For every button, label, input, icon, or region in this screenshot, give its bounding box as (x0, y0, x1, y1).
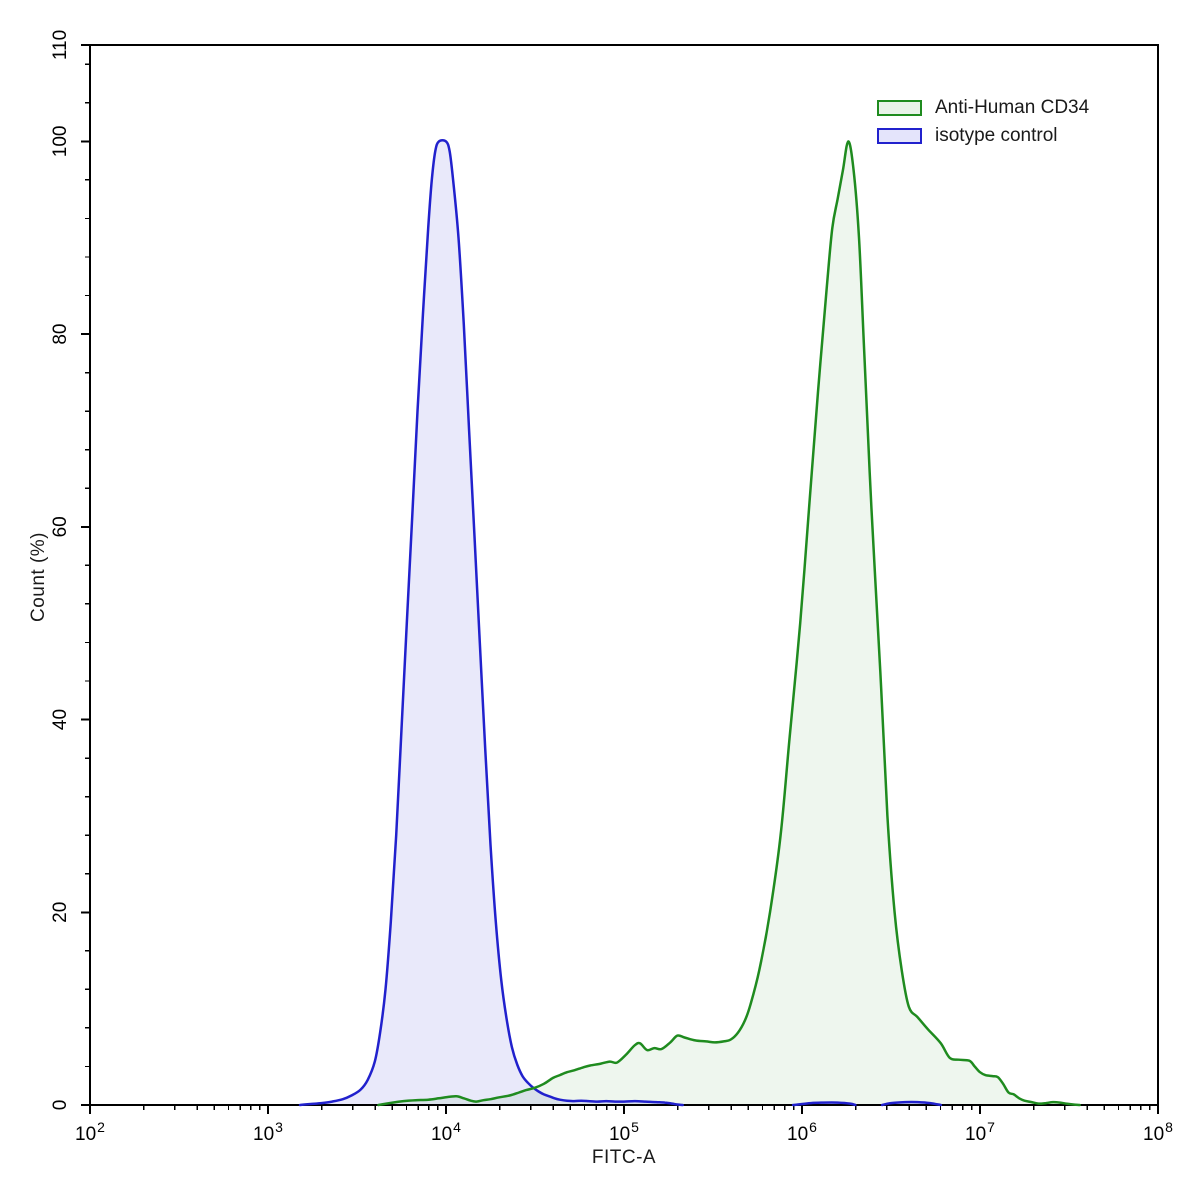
legend-label-isotype-control: isotype control (935, 125, 1058, 146)
x-axis-title: FITC-A (591, 1147, 657, 1168)
y-tick-label-40: 40 (50, 709, 71, 730)
y-tick-label-0: 0 (50, 1100, 71, 1111)
series-anti-human-cd34-line-0 (377, 140, 1081, 1107)
legend-item-isotype-control: isotype control (877, 122, 1089, 150)
y-tick-label-60: 60 (50, 516, 71, 537)
y-axis-title: Count (%) (28, 531, 49, 623)
x-tick-label-1e7: 107 (965, 1119, 995, 1145)
x-tick-label-1e4: 104 (431, 1119, 461, 1145)
y-tick-label-80: 80 (50, 324, 71, 345)
series-isotype-control-area (300, 140, 941, 1105)
x-tick-label-1e2: 102 (75, 1119, 105, 1145)
x-tick-label-1e6: 106 (787, 1119, 817, 1145)
y-tick-label-110: 110 (50, 30, 71, 60)
x-tick-label-1e3: 103 (253, 1119, 283, 1145)
legend-swatch-isotype-control (877, 128, 922, 144)
legend-item-anti-human-cd34: Anti-Human CD34 (877, 94, 1089, 122)
series-isotype-control-line-2 (880, 1100, 943, 1107)
series-isotype-control-line-1 (791, 1101, 857, 1107)
legend-swatch-anti-human-cd34 (877, 100, 922, 116)
legend: Anti-Human CD34 isotype control (877, 94, 1089, 150)
x-tick-label-1e8: 108 (1143, 1119, 1173, 1145)
legend-label-anti-human-cd34: Anti-Human CD34 (935, 97, 1090, 118)
y-tick-label-100: 100 (50, 126, 71, 158)
plot-frame (89, 44, 1159, 1106)
series-isotype-control-line-0 (298, 138, 684, 1107)
x-tick-label-1e5: 105 (609, 1119, 639, 1145)
y-tick-label-20: 20 (50, 902, 71, 923)
